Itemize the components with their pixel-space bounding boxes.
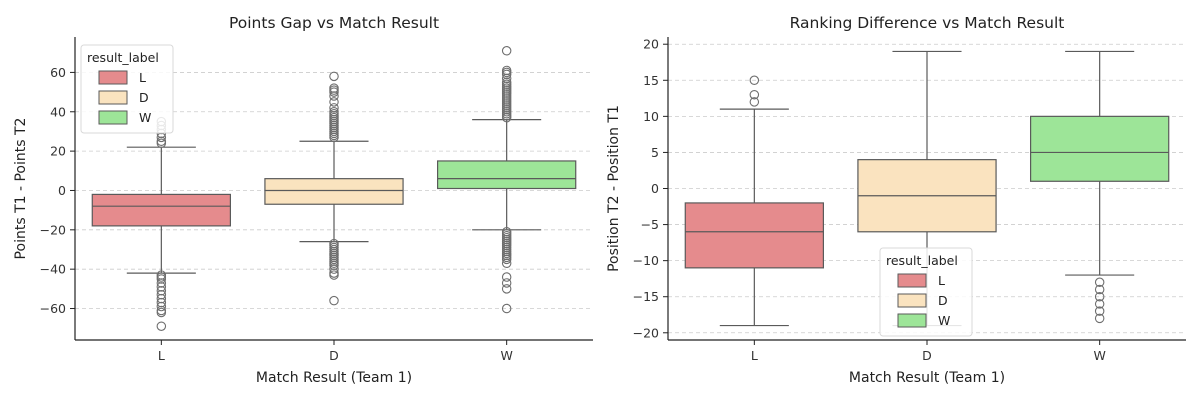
flier-point xyxy=(329,264,339,274)
legend-swatch-W xyxy=(897,313,927,328)
ytick-label: 0 xyxy=(58,183,66,198)
flier-point xyxy=(329,71,339,82)
box-iqr xyxy=(91,193,232,227)
box-L xyxy=(684,75,824,327)
ytick-label: −10 xyxy=(633,253,659,268)
legend: result_label LDW xyxy=(879,247,973,337)
legend-entry-W: W xyxy=(139,110,151,125)
ytick-label: −60 xyxy=(40,301,66,316)
flier-point xyxy=(749,97,760,107)
flier-point xyxy=(329,295,339,306)
ytick-label: −20 xyxy=(40,222,66,237)
flier-point xyxy=(1094,306,1105,316)
ytick-label: −5 xyxy=(641,217,659,232)
flier-point xyxy=(501,272,512,282)
ytick-label: −20 xyxy=(633,325,659,340)
ytick-label: 40 xyxy=(50,104,66,119)
ytick-label: 5 xyxy=(651,145,659,160)
box-iqr xyxy=(264,178,404,205)
xtick-label: L xyxy=(158,348,165,363)
flier-point xyxy=(329,97,339,107)
x-axis-label: Match Result (Team 1) xyxy=(849,370,1005,386)
legend-entry-D: D xyxy=(938,293,948,308)
flier-point xyxy=(329,85,339,95)
flier-point xyxy=(1094,313,1105,324)
box-iqr xyxy=(1029,115,1170,182)
box-W xyxy=(1029,50,1170,324)
flier-point xyxy=(501,65,512,76)
legend-swatch-L xyxy=(98,70,128,85)
legend-title: result_label xyxy=(886,253,958,268)
flier-point xyxy=(1094,277,1105,288)
flier-point xyxy=(156,307,167,318)
y-axis-label: Position T2 - Position T1 xyxy=(606,105,622,272)
legend-entry-W: W xyxy=(938,313,950,328)
xtick-label: L xyxy=(751,348,758,363)
x-axis-label: Match Result (Team 1) xyxy=(256,370,412,386)
legend-swatch-D xyxy=(897,293,927,308)
xtick-label: W xyxy=(1093,348,1105,363)
flier-point xyxy=(329,270,339,280)
ytick-label: 20 xyxy=(50,144,66,159)
ytick-label: 0 xyxy=(651,181,659,196)
ytick-label: −40 xyxy=(40,262,66,277)
box-iqr xyxy=(684,202,824,269)
legend-swatch-W xyxy=(98,110,128,125)
flier-point xyxy=(1094,291,1105,302)
xtick-label: D xyxy=(922,348,932,363)
flier-point xyxy=(329,103,339,113)
flier-point xyxy=(1094,284,1105,295)
flier-point xyxy=(749,75,760,86)
flier-point xyxy=(501,254,512,265)
ytick-label: 10 xyxy=(643,109,659,124)
flier-point xyxy=(156,321,167,331)
xtick-label: W xyxy=(500,348,512,363)
ytick-label: 60 xyxy=(50,65,66,80)
ytick-label: 15 xyxy=(643,73,659,88)
legend-title: result_label xyxy=(87,50,159,65)
flier-point xyxy=(501,284,512,294)
flier-point xyxy=(1094,299,1105,309)
chart-title: Ranking Difference vs Match Result xyxy=(790,14,1065,32)
legend-entry-L: L xyxy=(139,70,146,85)
legend-swatch-L xyxy=(897,273,927,288)
legend: result_label LDW xyxy=(80,44,174,134)
legend-swatch-D xyxy=(98,90,128,105)
flier-point xyxy=(501,258,512,269)
ytick-label: 20 xyxy=(643,37,659,52)
flier-point xyxy=(501,278,512,288)
chart-title: Points Gap vs Match Result xyxy=(229,14,439,32)
ytick-label: −15 xyxy=(633,289,659,304)
box-W xyxy=(437,46,577,314)
box-iqr xyxy=(437,160,577,190)
y-axis-label: Points T1 - Points T2 xyxy=(13,118,29,260)
xtick-label: D xyxy=(329,348,339,363)
flier-point xyxy=(501,303,512,314)
flier-point xyxy=(329,83,339,93)
box-D xyxy=(264,71,404,306)
flier-point xyxy=(156,301,167,312)
legend-entry-D: D xyxy=(139,90,149,105)
box-L xyxy=(91,116,232,331)
flier-point xyxy=(501,46,512,56)
legend-entry-L: L xyxy=(938,273,945,288)
flier-point xyxy=(329,107,339,117)
flier-point xyxy=(749,89,760,100)
